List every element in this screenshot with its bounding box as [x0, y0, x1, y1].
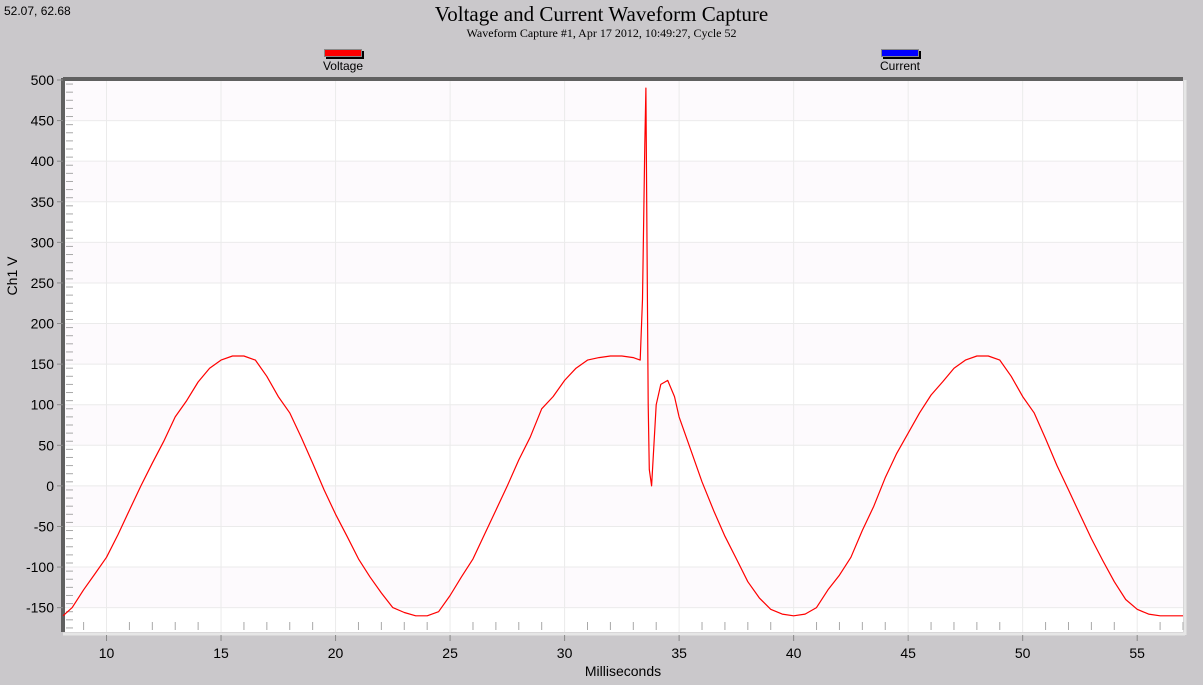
- y-axis: 500450400350300250200150100500-50-100-15…: [26, 72, 1187, 636]
- y-tick-label: 300: [31, 234, 55, 250]
- y-tick-label: 450: [31, 113, 55, 129]
- x-tick-label: 50: [1015, 645, 1031, 661]
- y-tick-label: 350: [31, 194, 55, 210]
- y-tick-label: -150: [26, 600, 54, 616]
- y-tick-label: 100: [31, 397, 55, 413]
- chart-subtitle: Waveform Capture #1, Apr 17 2012, 10:49:…: [466, 26, 737, 40]
- plot-band: [63, 161, 1183, 202]
- x-tick-label: 30: [557, 645, 573, 661]
- x-tick-label: 45: [900, 645, 916, 661]
- legend-label-current: Current: [879, 59, 920, 73]
- plot-band: [63, 242, 1183, 283]
- y-tick-label: -100: [26, 559, 54, 575]
- x-tick-label: 35: [671, 645, 687, 661]
- current-swatch-icon: [881, 49, 919, 57]
- x-tick-label: 40: [786, 645, 802, 661]
- plot-band: [63, 323, 1183, 365]
- y-axis-title: Ch1 V: [4, 256, 20, 296]
- legend-item-current[interactable]: Current: [860, 49, 940, 73]
- minor-ticks: [66, 83, 1184, 630]
- plot-band: [63, 485, 1183, 527]
- x-tick-label: 15: [213, 645, 229, 661]
- y-tick-label: 500: [31, 72, 55, 88]
- legend-item-voltage[interactable]: Voltage: [303, 49, 383, 73]
- x-tick-label: 10: [99, 645, 115, 661]
- x-tick-label: 20: [328, 645, 344, 661]
- plot-band: [63, 80, 1183, 121]
- plot-band: [63, 607, 1183, 632]
- y-tick-label: -50: [34, 518, 54, 534]
- x-axis: 10 15 20 25 30 35 40 45 50 55: [99, 635, 1145, 661]
- y-tick-label: 0: [46, 478, 54, 494]
- x-axis-title: Milliseconds: [585, 663, 661, 679]
- legend-label-voltage: Voltage: [322, 59, 364, 73]
- plot-band: [63, 404, 1183, 446]
- cursor-coordinates: 52.07, 62.68: [4, 4, 71, 18]
- y-tick-label: 50: [38, 437, 54, 453]
- series-lines: [62, 87, 1183, 617]
- voltage-swatch-icon: [324, 49, 362, 57]
- plot-bands: [63, 80, 1183, 632]
- chart-title: Voltage and Current Waveform Capture: [434, 2, 769, 26]
- y-tick-label: 400: [31, 153, 55, 169]
- y-tick-label: 200: [31, 316, 55, 332]
- x-tick-label: 55: [1129, 645, 1145, 661]
- plot-band: [63, 567, 1183, 608]
- y-tick-label: 150: [31, 356, 55, 372]
- series-voltage-line: [62, 87, 1183, 617]
- y-tick-label: 250: [31, 275, 55, 291]
- x-tick-label: 25: [442, 645, 458, 661]
